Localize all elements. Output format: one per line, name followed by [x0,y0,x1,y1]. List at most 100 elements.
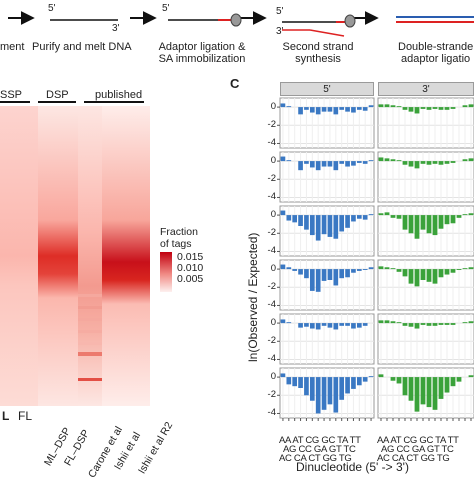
bar-at [298,269,303,275]
bar-ga [426,269,432,282]
workflow-step-5-label: Double-strande adaptor ligatio [398,41,474,65]
bar-at [396,322,402,324]
bar-gc [333,107,339,115]
bar-gc [432,215,438,236]
bar-tc [456,269,462,270]
bar-ga [327,323,333,328]
bar-ca [402,269,408,277]
bar-aa [280,264,286,270]
bar-tg [362,269,368,270]
bar-ga [426,215,432,234]
bar-ta [450,107,456,109]
bar-ct [420,269,426,280]
bar-ag [292,269,298,271]
bar-at [298,107,303,115]
bar-cg [414,215,420,239]
bar-gc [333,377,339,413]
bar-gt [444,215,450,225]
bar-ga [327,161,333,167]
bar-gc [432,269,438,284]
legend-tick [172,279,175,280]
bar-ac [384,212,390,216]
bar-ag [390,105,396,108]
bar-at [396,215,402,219]
bar-ca [402,323,408,326]
heatmap-canvas [0,106,150,406]
heatmap-column [0,106,16,406]
bar-ac [286,106,292,108]
facet-panel [279,205,375,257]
y-tick-label: 0 [270,101,276,113]
workflow-step-2-label: Purify and melt DNA [32,41,132,53]
heatmap-column [126,106,150,406]
bar-ac [286,322,292,324]
y-tick-label: 0 [270,155,276,167]
bar-tg [462,214,468,216]
bar-tg [362,377,368,382]
heatmap-column [102,106,126,406]
bar-ct [420,107,426,109]
facet-panel [279,259,375,311]
bar-ga [426,323,432,326]
bar-cg [414,161,420,169]
bar-tg [462,105,468,108]
bar-cc [309,323,315,329]
bar-cg [414,377,420,412]
x-axis-label: Dinucleotide (5' -> 3') [296,460,409,474]
bar-ca [304,161,309,164]
bar-gc [333,323,339,330]
bar-cg [315,215,321,241]
streptavidin-bead [230,13,242,27]
y-tick-label: 0 [270,209,276,221]
y-tick-label: -4 [267,299,276,311]
bar-ta [351,323,356,329]
bar-ct [420,377,426,405]
bar-tg [462,268,468,270]
bar-ca [304,269,309,279]
bar-ac [384,104,390,108]
bar-cc [309,161,315,168]
bar-ga [426,161,432,165]
legend-tick-label: 0.010 [177,262,204,274]
bar-ag [390,268,396,270]
bar-ta [351,215,356,222]
x-tick-labels-row2: AG CC GA GT TC [283,444,356,455]
bar-ta [450,377,456,387]
bar-tc [456,215,462,218]
legend-tick-label: 0.015 [177,251,204,263]
y-tick-label: 0 [270,317,276,329]
bar-tt [368,267,374,270]
y-tick-label: -2 [267,173,276,185]
heatmap-column [58,106,78,406]
bar-ca [304,215,309,230]
bar-ac [286,215,292,221]
bar-aa [378,374,384,378]
bar-gg [438,269,444,278]
group-label-ssp: SSP [0,89,23,101]
bar-gc [432,377,438,410]
bar-cg [315,269,321,292]
bar-tc [356,107,362,110]
heatmap-stripe [78,342,102,345]
bar-gt [345,323,350,326]
bar-ag [390,321,396,324]
heatmap-stripe [78,306,102,309]
heatmap-stripe [78,330,102,333]
facet-panel [377,367,474,419]
y-tick-label: -2 [267,281,276,293]
bar-tc [356,161,362,163]
x-tick-labels-row3: AC CA CT GG TG [377,453,450,464]
bar-ta [351,269,356,273]
bar-gt [345,161,350,167]
workflow-step-3-label: Adaptor ligation & SA immobilization [158,41,246,65]
bar-tg [362,323,368,326]
three-prime-label: 3' [112,23,120,34]
bar-ta [450,269,456,273]
group-label-published: published [95,89,143,101]
y-tick-label: -2 [267,389,276,401]
bar-ca [402,215,408,230]
bar-ca [304,107,309,110]
bar-tc [356,215,362,219]
bar-tg [362,107,368,111]
